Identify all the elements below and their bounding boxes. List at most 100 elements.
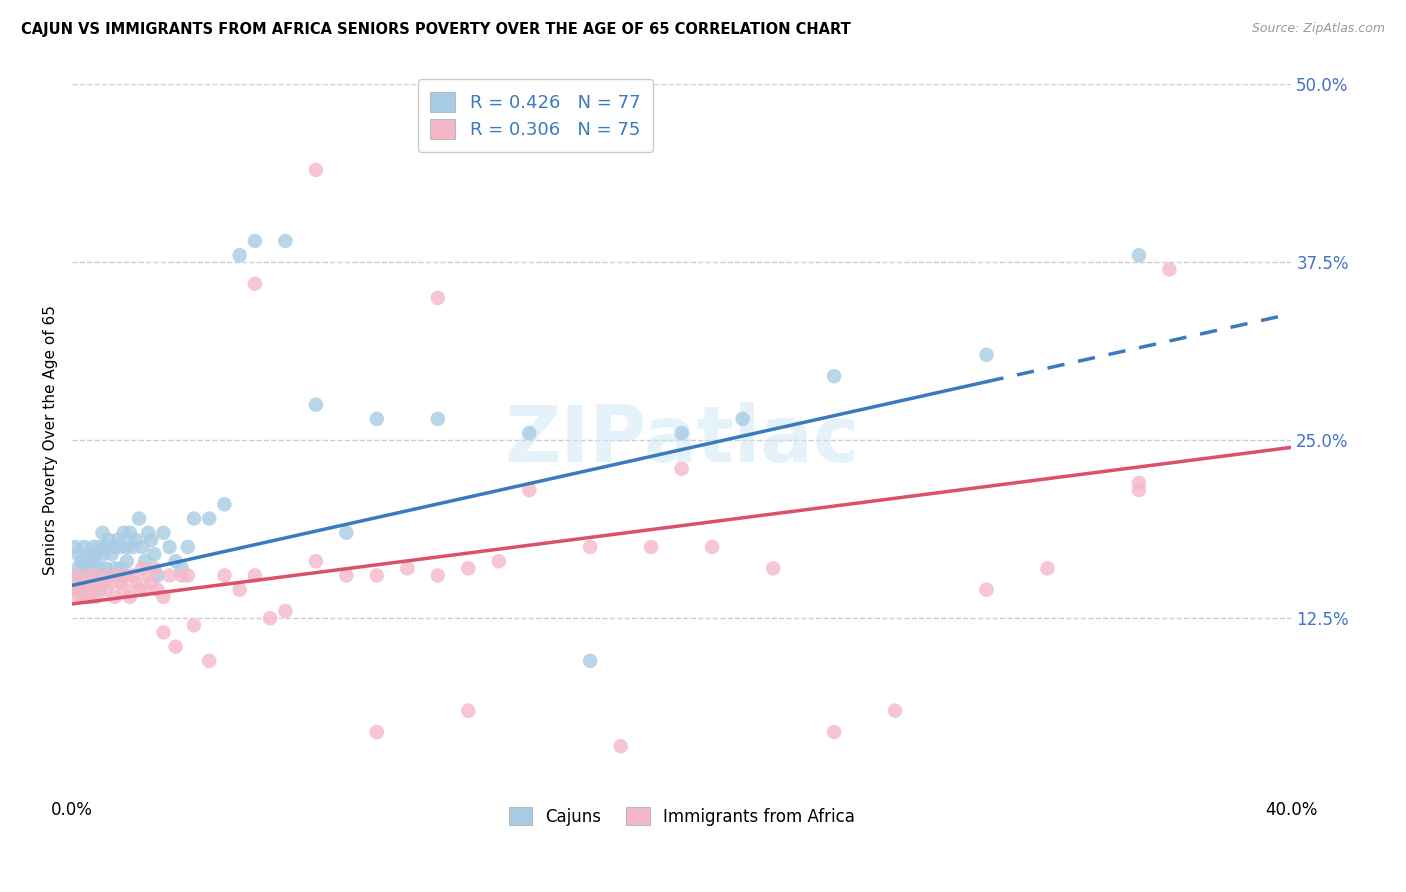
Point bbox=[73, 590, 96, 604]
Point bbox=[82, 582, 104, 597]
Point bbox=[89, 540, 111, 554]
Point bbox=[86, 547, 108, 561]
Point bbox=[366, 412, 388, 426]
Point bbox=[152, 590, 174, 604]
Point bbox=[366, 568, 388, 582]
Point bbox=[107, 533, 129, 547]
Point bbox=[426, 291, 449, 305]
Point bbox=[67, 568, 90, 582]
Point bbox=[141, 575, 163, 590]
Text: Source: ZipAtlas.com: Source: ZipAtlas.com bbox=[1251, 22, 1385, 36]
Point bbox=[183, 618, 205, 632]
Point bbox=[67, 582, 90, 597]
Point bbox=[89, 575, 111, 590]
Point bbox=[73, 590, 96, 604]
Point bbox=[63, 575, 86, 590]
Point bbox=[76, 582, 98, 597]
Point bbox=[274, 604, 297, 618]
Point bbox=[146, 582, 169, 597]
Point bbox=[79, 561, 101, 575]
Point bbox=[731, 412, 754, 426]
Point bbox=[94, 582, 117, 597]
Point bbox=[73, 540, 96, 554]
Point bbox=[976, 348, 998, 362]
Point bbox=[243, 277, 266, 291]
Point bbox=[100, 568, 122, 582]
Point bbox=[762, 561, 785, 575]
Point bbox=[115, 540, 138, 554]
Point bbox=[488, 554, 510, 568]
Point bbox=[112, 568, 135, 582]
Y-axis label: Seniors Poverty Over the Age of 65: Seniors Poverty Over the Age of 65 bbox=[44, 305, 58, 575]
Point bbox=[115, 554, 138, 568]
Point bbox=[91, 547, 114, 561]
Point bbox=[125, 575, 148, 590]
Point bbox=[100, 547, 122, 561]
Point bbox=[1036, 561, 1059, 575]
Point bbox=[112, 525, 135, 540]
Point bbox=[67, 561, 90, 575]
Point bbox=[63, 568, 86, 582]
Point bbox=[198, 511, 221, 525]
Point bbox=[823, 369, 845, 384]
Point bbox=[70, 575, 93, 590]
Point bbox=[159, 540, 181, 554]
Point bbox=[426, 412, 449, 426]
Point bbox=[82, 575, 104, 590]
Point bbox=[159, 568, 181, 582]
Point bbox=[517, 426, 540, 441]
Point bbox=[73, 575, 96, 590]
Point bbox=[143, 547, 166, 561]
Point bbox=[86, 590, 108, 604]
Point bbox=[82, 554, 104, 568]
Point bbox=[165, 640, 187, 654]
Point bbox=[517, 483, 540, 497]
Point bbox=[89, 561, 111, 575]
Point bbox=[97, 533, 120, 547]
Point bbox=[335, 568, 357, 582]
Point bbox=[457, 561, 479, 575]
Point bbox=[136, 525, 159, 540]
Point bbox=[118, 590, 141, 604]
Point bbox=[976, 582, 998, 597]
Point bbox=[86, 568, 108, 582]
Point bbox=[228, 248, 250, 262]
Point bbox=[63, 582, 86, 597]
Point bbox=[110, 540, 132, 554]
Point bbox=[104, 561, 127, 575]
Point bbox=[609, 739, 631, 754]
Point bbox=[112, 582, 135, 597]
Point bbox=[198, 654, 221, 668]
Point bbox=[579, 540, 602, 554]
Point bbox=[274, 234, 297, 248]
Point bbox=[91, 525, 114, 540]
Point bbox=[97, 568, 120, 582]
Point bbox=[259, 611, 281, 625]
Point bbox=[228, 582, 250, 597]
Point bbox=[70, 568, 93, 582]
Point bbox=[115, 568, 138, 582]
Point bbox=[131, 561, 153, 575]
Point bbox=[76, 590, 98, 604]
Point bbox=[110, 575, 132, 590]
Point bbox=[366, 725, 388, 739]
Point bbox=[128, 511, 150, 525]
Point bbox=[122, 568, 145, 582]
Point bbox=[128, 582, 150, 597]
Point bbox=[70, 582, 93, 597]
Point bbox=[125, 533, 148, 547]
Point bbox=[86, 568, 108, 582]
Point bbox=[89, 582, 111, 597]
Point bbox=[305, 398, 328, 412]
Point bbox=[146, 568, 169, 582]
Point bbox=[1128, 475, 1150, 490]
Point bbox=[177, 540, 200, 554]
Point bbox=[79, 590, 101, 604]
Point bbox=[82, 540, 104, 554]
Point bbox=[76, 575, 98, 590]
Point bbox=[305, 162, 328, 177]
Point bbox=[579, 654, 602, 668]
Point bbox=[426, 568, 449, 582]
Point bbox=[702, 540, 724, 554]
Point bbox=[152, 625, 174, 640]
